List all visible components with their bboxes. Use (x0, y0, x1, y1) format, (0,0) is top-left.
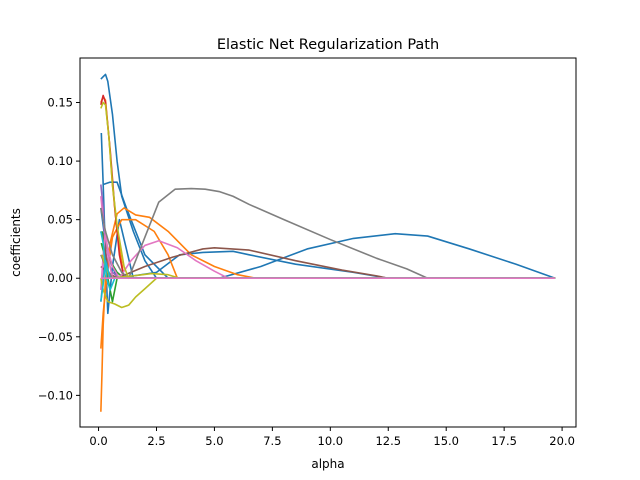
coefficient-path-20 (100, 277, 556, 309)
x-tick-label: 5.0 (205, 434, 223, 448)
y-tick-label: 0.10 (47, 154, 73, 168)
x-tick-label: 10.0 (318, 434, 344, 448)
x-tick-label: 2.5 (147, 434, 165, 448)
axes-frame (79, 57, 577, 428)
chart-title: Elastic Net Regularization Path (217, 37, 439, 53)
plot-area (79, 57, 577, 428)
x-axis-ticks: 0.0 2.5 5.0 7.5 10.0 12.5 15.0 17.5 20.0 (89, 427, 575, 448)
y-tick-label: −0.10 (38, 388, 73, 402)
coefficient-path-17 (100, 187, 556, 280)
y-tick-label: 0.05 (47, 213, 73, 227)
y-axis-label: coefficients (9, 208, 23, 277)
coefficient-path-19 (100, 101, 556, 280)
x-axis-label: alpha (311, 457, 344, 471)
y-tick-label: 0.15 (47, 96, 73, 110)
y-axis-ticks: −0.10 −0.05 0.00 0.05 0.10 0.15 (38, 96, 80, 402)
x-tick-label: 20.0 (549, 434, 575, 448)
y-tick-label: −0.05 (38, 330, 73, 344)
x-tick-label: 17.5 (491, 434, 517, 448)
y-tick-label: 0.00 (47, 271, 73, 285)
x-tick-label: 12.5 (375, 434, 401, 448)
x-tick-label: 15.0 (433, 434, 459, 448)
coefficient-path-0 (100, 73, 556, 280)
x-tick-label: 0.0 (89, 434, 107, 448)
series-group (100, 73, 556, 412)
x-tick-label: 7.5 (263, 434, 281, 448)
